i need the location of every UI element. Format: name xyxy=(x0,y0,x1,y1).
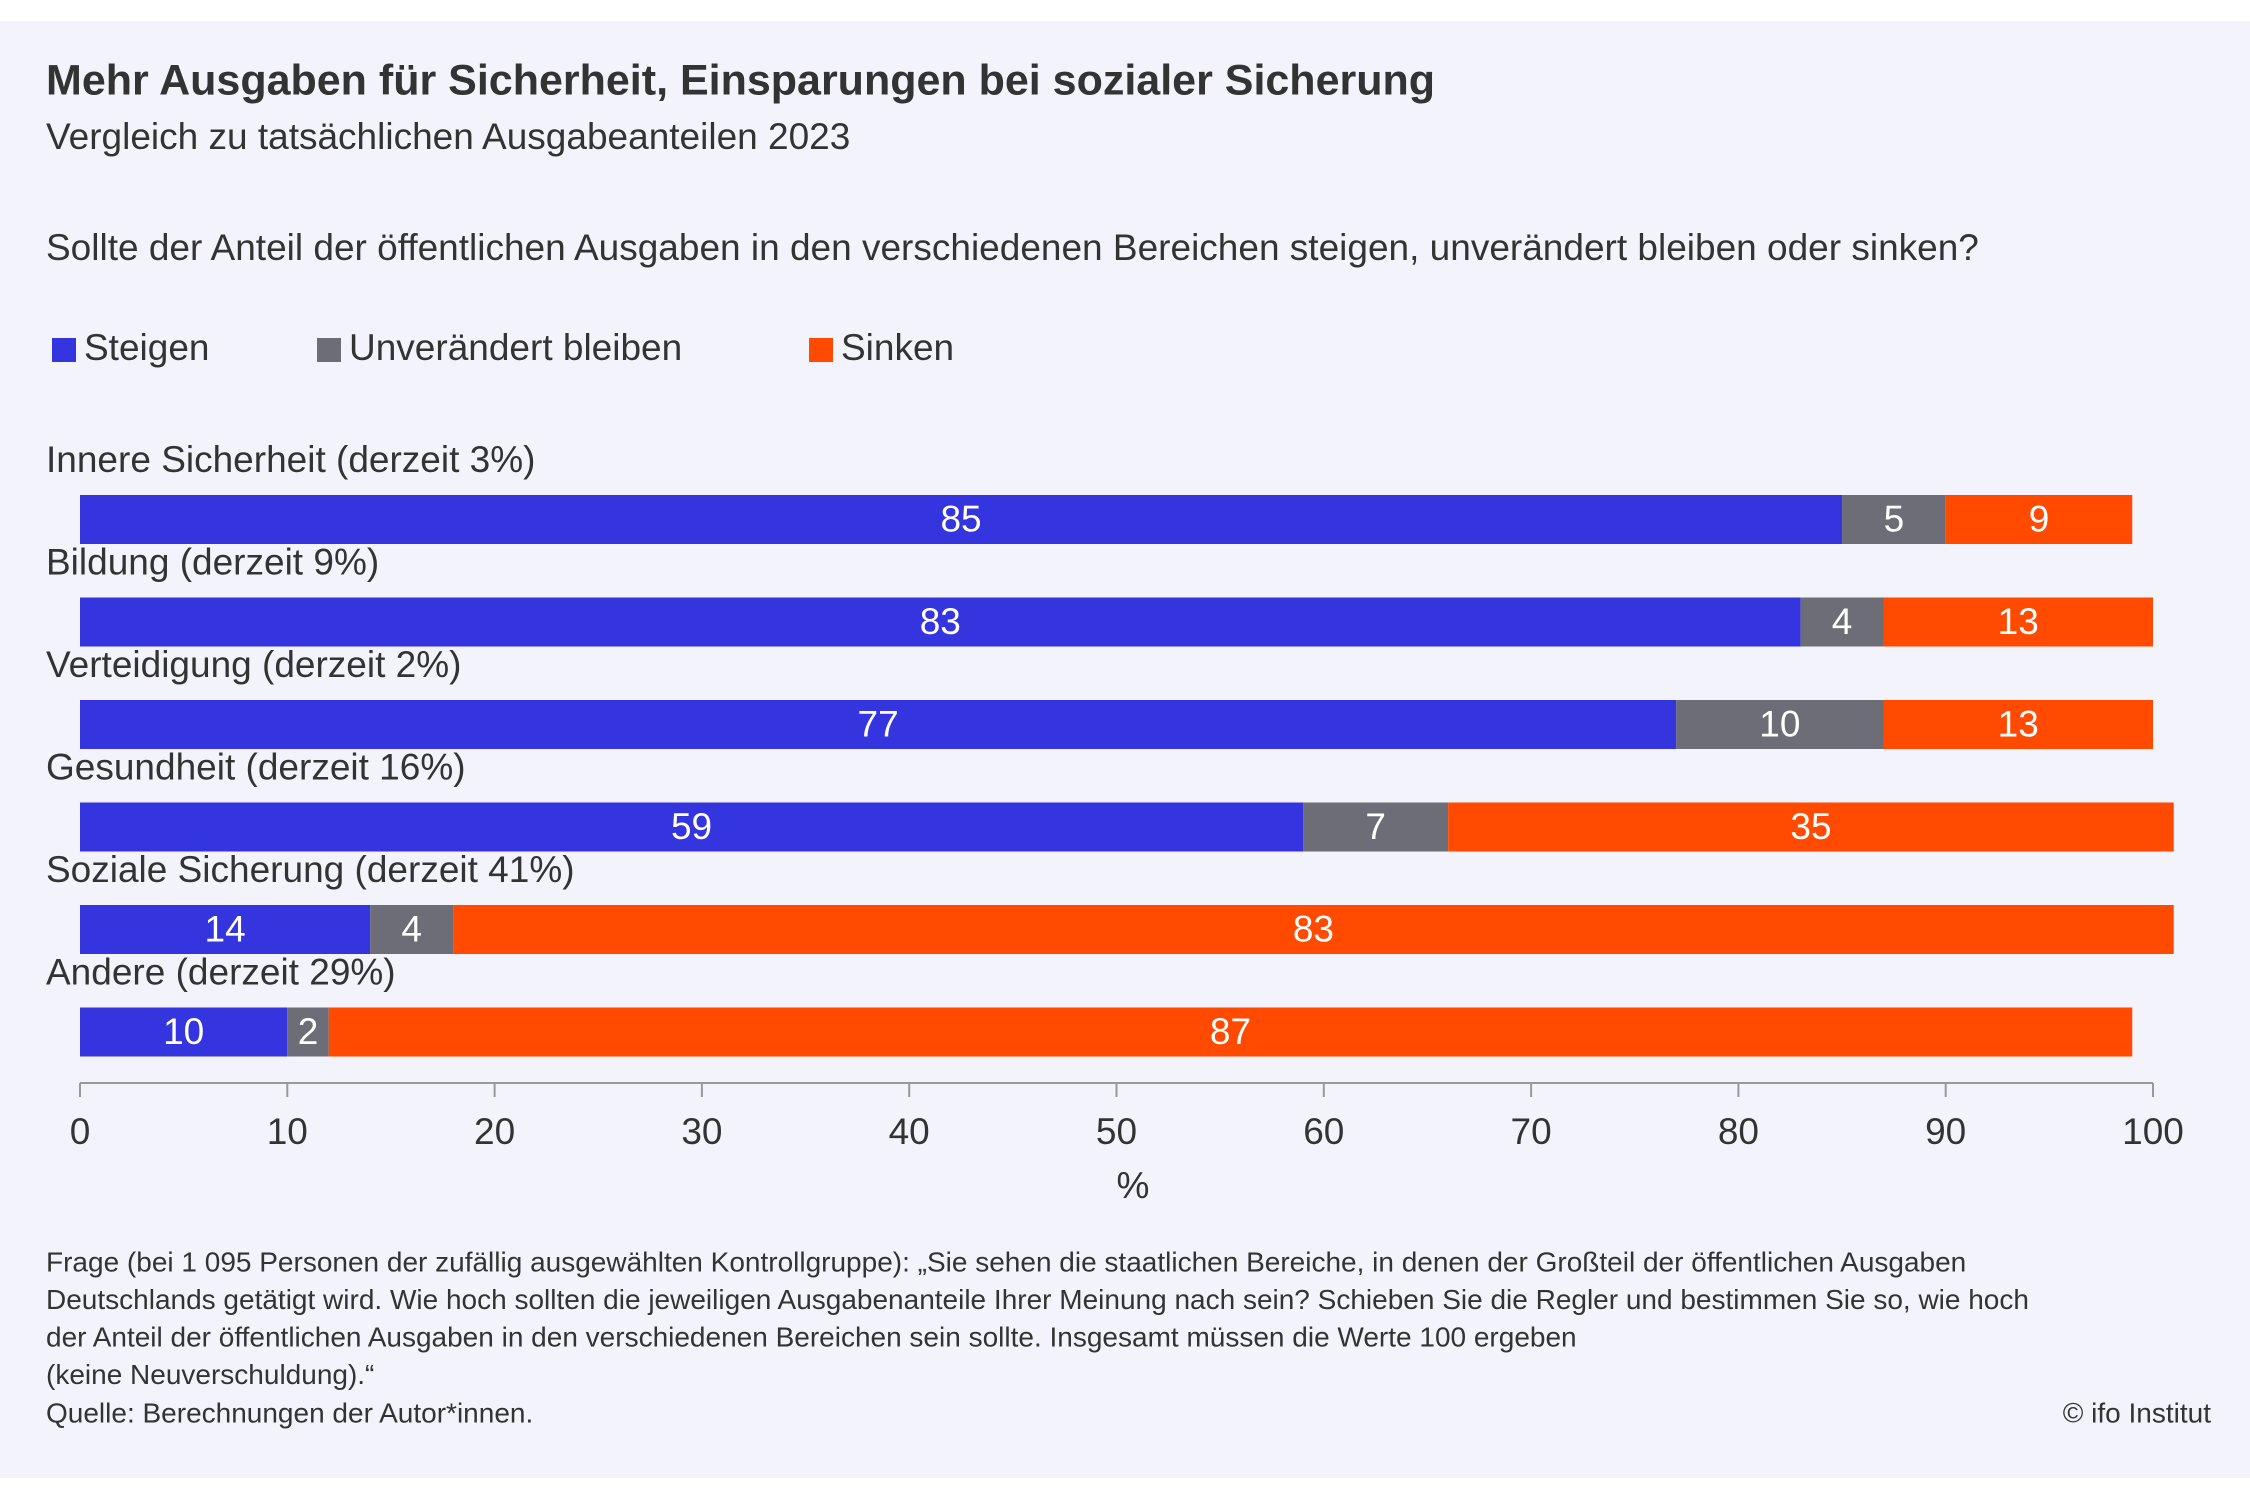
value-label: 7 xyxy=(1365,806,1386,847)
legend-label: Sinken xyxy=(841,327,954,368)
chart-title: Mehr Ausgaben für Sicherheit, Einsparung… xyxy=(46,56,1435,104)
x-tick-label: 30 xyxy=(681,1111,722,1152)
footnote: (keine Neuverschuldung).“ xyxy=(46,1359,374,1390)
bar-segment xyxy=(1945,495,2133,544)
bar-segment xyxy=(287,1007,329,1057)
value-label: 5 xyxy=(1884,498,1905,539)
bar-segment xyxy=(1676,700,1884,749)
bar-segment xyxy=(80,597,1801,647)
value-label: 10 xyxy=(1759,703,1800,744)
copyright: © ifo Institut xyxy=(2063,1397,2211,1428)
legend-swatch xyxy=(52,338,76,362)
bar-segment xyxy=(80,700,1677,749)
x-tick-label: 80 xyxy=(1718,1111,1759,1152)
x-tick-label: 20 xyxy=(474,1111,515,1152)
value-label: 77 xyxy=(858,703,899,744)
legend-label: Steigen xyxy=(84,327,210,368)
x-tick-label: 100 xyxy=(2122,1111,2184,1152)
value-label: 35 xyxy=(1790,806,1831,847)
bar-segment xyxy=(1800,597,1884,647)
bar-segment xyxy=(453,905,2174,954)
category-label: Innere Sicherheit (derzeit 3%) xyxy=(46,439,535,480)
value-label: 13 xyxy=(1998,703,2039,744)
x-tick-label: 40 xyxy=(889,1111,930,1152)
value-label: 2 xyxy=(298,1011,319,1052)
bar-segment xyxy=(1842,495,1946,544)
value-label: 85 xyxy=(940,498,981,539)
bar-segment xyxy=(80,905,371,954)
category-label: Verteidigung (derzeit 2%) xyxy=(46,644,461,685)
value-label: 83 xyxy=(1293,908,1334,949)
bar-segment xyxy=(1883,597,2153,647)
value-label: 83 xyxy=(920,601,961,642)
value-label: 10 xyxy=(163,1011,204,1052)
category-label: Soziale Sicherung (derzeit 41%) xyxy=(46,849,575,890)
value-label: 87 xyxy=(1210,1011,1251,1052)
value-label: 4 xyxy=(1832,601,1853,642)
panel xyxy=(0,21,2250,1478)
x-tick-label: 90 xyxy=(1925,1111,1966,1152)
x-tick-label: 0 xyxy=(70,1111,91,1152)
x-axis-label: % xyxy=(1117,1165,1150,1206)
source: Quelle: Berechnungen der Autor*innen. xyxy=(46,1397,533,1428)
value-label: 14 xyxy=(205,908,246,949)
category-label: Andere (derzeit 29%) xyxy=(46,951,396,992)
footnote: Frage (bei 1 095 Personen der zufällig a… xyxy=(46,1246,1966,1277)
category-label: Bildung (derzeit 9%) xyxy=(46,541,379,582)
legend-label: Unverändert bleiben xyxy=(349,327,682,368)
x-tick-label: 70 xyxy=(1511,1111,1552,1152)
bar-segment xyxy=(1448,802,2174,852)
bar-segment xyxy=(80,495,1843,544)
footnote: der Anteil der öffentlichen Ausgaben in … xyxy=(46,1321,1577,1352)
value-label: 13 xyxy=(1998,601,2039,642)
x-tick-label: 50 xyxy=(1096,1111,1137,1152)
bar-segment xyxy=(80,1007,288,1057)
bar-segment xyxy=(1883,700,2153,749)
bar-segment xyxy=(328,1007,2133,1057)
value-label: 9 xyxy=(2029,498,2050,539)
x-tick-label: 10 xyxy=(267,1111,308,1152)
value-label: 4 xyxy=(401,908,422,949)
value-label: 59 xyxy=(671,806,712,847)
legend-swatch xyxy=(317,338,341,362)
question: Sollte der Anteil der öffentlichen Ausga… xyxy=(46,227,1979,268)
bar-segment xyxy=(1303,802,1449,852)
footnote: Deutschlands getätigt wird. Wie hoch sol… xyxy=(46,1284,2029,1315)
bar-segment xyxy=(80,802,1304,852)
x-tick-label: 60 xyxy=(1303,1111,1344,1152)
legend-swatch xyxy=(809,338,833,362)
chart-subtitle: Vergleich zu tatsächlichen Ausgabeanteil… xyxy=(46,116,850,157)
category-label: Gesundheit (derzeit 16%) xyxy=(46,746,466,787)
bar-segment xyxy=(370,905,454,954)
